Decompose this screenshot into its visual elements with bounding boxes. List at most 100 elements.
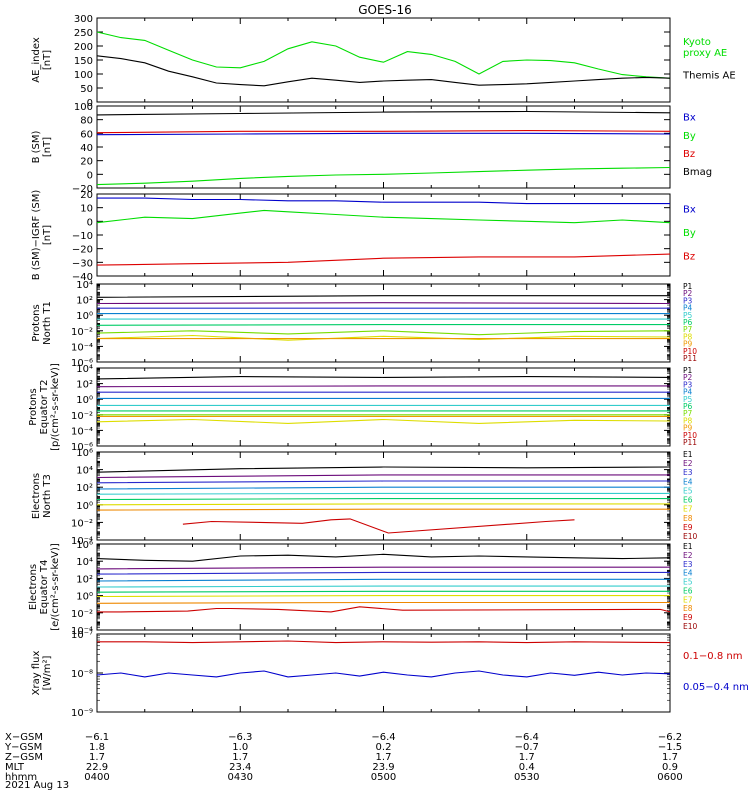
panel-xray: 10⁻⁹ 10⁻⁸ 10⁻⁷ Xray flux[W/m²] 0.1−0.8 nm 0.0… (31, 630, 749, 719)
footer-value: −0.7 (515, 742, 539, 753)
panel-frame (96, 17, 671, 103)
legend-e5: E5 (683, 486, 693, 495)
series-line-e3 (96, 480, 670, 484)
y-tick-label: 10⁶ (76, 540, 93, 551)
footer-value: 1.7 (376, 752, 392, 763)
panel-bsm: −20 0 20 40 60 80 100 B (SM)[nT] Bx By Bz Bmag (31, 102, 712, 195)
y-tick-label: 10⁻⁸ (71, 669, 93, 680)
y-tick-label: 10² (76, 483, 93, 494)
legend-e4: E4 (683, 569, 693, 578)
y-axis-label: ElectronsEquator T4[e/(cm²-s-sr-keV)] (28, 543, 61, 631)
series-line-e9 (182, 518, 575, 534)
y-axis-label: ProtonsNorth T1 (31, 301, 53, 345)
y-tick-label: 20 (80, 157, 93, 168)
y-tick-label: 10² (76, 296, 93, 307)
panel-frame (96, 367, 671, 447)
series-line-p8 (96, 418, 671, 424)
legend-e3: E3 (683, 560, 693, 569)
legend-p5: P5 (683, 311, 693, 320)
legend-e6: E6 (683, 496, 693, 505)
footer-value: −6.4 (371, 732, 395, 743)
footer-value: 1.7 (232, 752, 248, 763)
series-line-0-05-0-4-nm (96, 670, 671, 678)
legend-by: By (683, 228, 696, 239)
y-axis-label: Xray flux[W/m²] (31, 651, 53, 696)
legend-e2: E2 (683, 551, 693, 560)
series-line-e9 (97, 606, 671, 613)
legend-p3: P3 (683, 296, 693, 305)
y-tick-label: −30 (72, 258, 93, 269)
series-line-bx (96, 132, 671, 136)
legend-e10: E10 (683, 532, 698, 541)
footer-value: 0500 (371, 772, 396, 783)
footer-value: −6.4 (515, 732, 539, 743)
series-line-0-1-0-8-nm (97, 640, 671, 644)
legend-p11: P11 (683, 438, 697, 447)
legend-p11: P11 (683, 354, 697, 363)
footer-value: 0400 (84, 772, 109, 783)
y-tick-label: 60 (80, 129, 93, 140)
legend-p6: P6 (683, 402, 693, 411)
y-tick-label: −20 (72, 184, 93, 195)
panel-pe: 10⁻⁶ 10⁻⁴ 10⁻² 10⁰ 10² 10⁴ ProtonsEquator T2[p… (28, 363, 697, 453)
y-tick-label: 10⁻² (71, 327, 93, 338)
y-tick-label: 10⁴ (76, 280, 93, 291)
legend-e7: E7 (683, 505, 693, 514)
legend-e6: E6 (683, 586, 693, 595)
legend-p9: P9 (683, 424, 693, 433)
footer-date: 2021 Aug 13 (5, 780, 69, 791)
footer-value: 22.9 (86, 762, 108, 773)
y-tick-label: 10⁻² (71, 518, 93, 529)
y-tick-label: 10⁻⁴ (71, 342, 93, 353)
y-tick-label: 0 (87, 98, 93, 109)
legend-bmag: Bmag (683, 167, 712, 178)
legend-e1: E1 (683, 450, 693, 459)
y-tick-label: 250 (74, 28, 93, 39)
legend-by: By (683, 131, 696, 142)
legend-p2: P2 (683, 289, 693, 298)
footer-value: 1.0 (232, 742, 248, 753)
footer-value: 0.4 (519, 762, 535, 773)
y-tick-label: 10⁰ (76, 501, 93, 512)
series-line-by (96, 209, 671, 224)
legend-e8: E8 (683, 604, 693, 613)
panel-bigrf: −40 −30 −20 −10 0 10 20 B (SM)−IGRF (SM)[nT] Bx B… (31, 190, 696, 283)
series-line-e2 (96, 566, 670, 570)
y-tick-label: 150 (74, 56, 93, 67)
legend-p8: P8 (683, 332, 693, 341)
legend-p4: P4 (683, 388, 693, 397)
series-line-bmag (96, 110, 671, 116)
footer-value: −6.3 (228, 732, 252, 743)
footer-row-label: X−GSM (5, 732, 43, 743)
legend-e9: E9 (683, 613, 693, 622)
legend-p4: P4 (683, 304, 693, 313)
footer-row-label: Z−GSM (5, 752, 43, 763)
y-tick-label: 10⁻⁷ (71, 630, 93, 641)
y-tick-label: 10⁶ (76, 448, 93, 459)
series-line-e3 (96, 571, 670, 575)
legend-e3: E3 (683, 468, 693, 477)
legend-e9: E9 (683, 523, 693, 532)
panel-pn: 10⁻⁶ 10⁻⁴ 10⁻² 10⁰ 10² 10⁴ ProtonsNorth T1 P1P2… (31, 280, 697, 369)
y-tick-label: 10⁰ (76, 311, 93, 322)
footer-row-label: MLT (5, 762, 25, 773)
panel-frame (96, 633, 671, 713)
y-tick-label: 10⁻⁴ (71, 536, 93, 547)
footer-value: 1.7 (519, 752, 535, 763)
series-line-p2 (96, 385, 670, 388)
series-line-e7 (96, 595, 670, 598)
series-line-e2 (96, 474, 670, 479)
y-tick-label: 300 (74, 14, 93, 25)
footer-value: 1.7 (89, 752, 105, 763)
legend-bz: Bz (683, 149, 695, 160)
legend-e7: E7 (683, 595, 693, 604)
y-tick-label: 100 (74, 70, 93, 81)
legend-p2: P2 (683, 373, 693, 382)
y-axis-label: B (SM)−IGRF (SM)[nT] (31, 190, 53, 281)
footer-value: −6.2 (658, 732, 682, 743)
legend-bx: Bx (683, 113, 696, 124)
legend-p9: P9 (683, 340, 693, 349)
footer-value: 0600 (657, 772, 682, 783)
series-line-p8 (96, 334, 671, 341)
y-tick-label: 10⁻² (71, 411, 93, 422)
